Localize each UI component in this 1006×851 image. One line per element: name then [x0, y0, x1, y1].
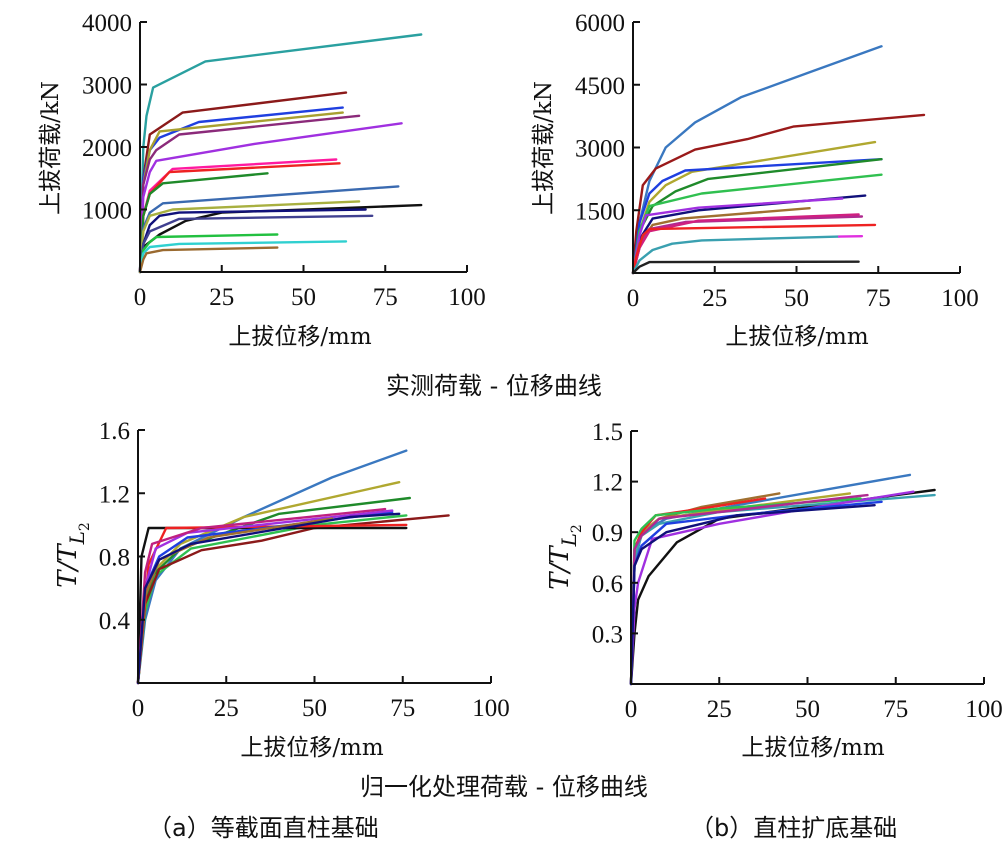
y-tick-label: 1.2: [99, 481, 130, 508]
x-axis-title: 上拔位移/mm: [240, 735, 384, 761]
caption-panel-a: （a）等截面直柱基础: [148, 814, 379, 842]
y-tick-label: 1.5: [592, 419, 623, 446]
x-tick-label: 0: [625, 696, 638, 723]
chart-a-measured: 0 25 50 75 100 1000 2000 3000 4000 上拔位移/mm 上拔荷载/kN: [38, 10, 486, 350]
y-tick-label: 0.8: [99, 545, 130, 572]
series-line-12: [631, 235, 841, 275]
x-tick-label: 0: [627, 285, 640, 312]
series-line-16: [138, 246, 279, 274]
x-tick-label: 100: [448, 284, 486, 311]
y-axis-title: 上拔荷载/kN: [531, 81, 557, 215]
x-tick-label: 25: [707, 696, 732, 723]
series-line-11: [138, 203, 423, 274]
series-line-0: [136, 449, 408, 685]
x-axis-title: 上拔位移/mm: [228, 324, 372, 350]
y-tick-label: 3000: [575, 136, 625, 163]
x-tick-label: 0: [134, 284, 147, 311]
chart-b-measured: 0 25 50 75 100 1500 3000 4500 6000 上拔位移/mm 上拔荷载/kN: [531, 10, 979, 350]
y-tick-label: 1.6: [99, 418, 130, 445]
y-tick-label: 4000: [82, 10, 132, 37]
x-tick-label: 100: [965, 696, 1003, 723]
y-tick-label: 3000: [82, 73, 132, 100]
series-line-1: [629, 488, 936, 686]
caption-measured-curves: 实测荷载 - 位移曲线: [386, 372, 602, 400]
y-tick-label: 1000: [82, 198, 132, 225]
x-tick-label: 75: [390, 695, 415, 722]
series-line-8: [138, 172, 269, 274]
x-tick-label: 25: [702, 285, 727, 312]
y-tick-label: 1500: [575, 198, 625, 225]
caption-panel-b: （b）直柱扩底基础: [690, 814, 898, 842]
chart-a-normalized: 0 25 50 75 100 0.4 0.8 1.2 1.6 上拔位移/mm T/TL2: [53, 418, 510, 761]
series-line-11: [631, 223, 877, 275]
x-tick-label: 50: [291, 284, 316, 311]
y-tick-label: 1.2: [592, 470, 623, 497]
series-line-14: [138, 233, 279, 274]
x-tick-label: 50: [795, 696, 820, 723]
series-line-7: [629, 497, 862, 686]
y-tick-label: 0.9: [592, 520, 623, 547]
chart-b-normalized: 0 25 50 75 100 0.3 0.6 0.9 1.2 1.5 上拔位移/mm T/TL2: [545, 419, 1003, 761]
series-line-10: [631, 213, 860, 275]
series-line-10: [629, 504, 876, 686]
x-tick-label: 50: [784, 285, 809, 312]
x-axis-title: 上拔位移/mm: [741, 735, 885, 761]
y-tick-label: 0.3: [592, 621, 623, 648]
series-line-1: [631, 113, 926, 275]
series-line-9: [138, 185, 400, 274]
x-tick-label: 0: [132, 695, 145, 722]
y-tick-label: 0.6: [592, 571, 623, 598]
series-line-14: [631, 260, 860, 275]
caption-normalized-curves: 归一化处理荷载 - 位移曲线: [360, 773, 648, 801]
x-tick-label: 75: [883, 696, 908, 723]
y-tick-label: 4500: [575, 73, 625, 100]
y-tick-label: 2000: [82, 135, 132, 162]
y-axis-title: T/TL2: [53, 522, 93, 588]
series-line-11: [136, 512, 401, 685]
y-tick-label: 0.4: [99, 608, 131, 635]
y-tick-label: 6000: [575, 10, 625, 37]
x-axis-title: 上拔位移/mm: [725, 324, 869, 350]
x-tick-label: 100: [941, 285, 979, 312]
series-line-9: [629, 500, 883, 686]
x-tick-label: 50: [302, 695, 327, 722]
series-line-6: [136, 523, 408, 685]
x-tick-label: 25: [214, 695, 239, 722]
x-tick-label: 75: [866, 285, 891, 312]
x-tick-label: 100: [472, 695, 510, 722]
series-line-0: [138, 33, 423, 274]
x-tick-label: 75: [373, 284, 398, 311]
x-tick-label: 25: [209, 284, 234, 311]
y-axis-title: 上拔荷载/kN: [38, 81, 64, 215]
series-line-3: [136, 514, 408, 685]
series-line-15: [138, 240, 348, 274]
series-line-7: [631, 197, 844, 275]
y-axis-title: T/TL2: [545, 524, 585, 590]
